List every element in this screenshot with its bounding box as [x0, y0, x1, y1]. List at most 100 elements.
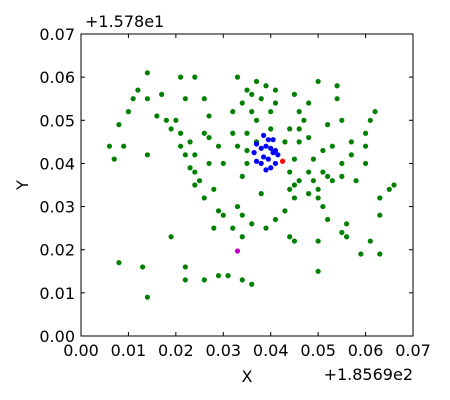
data-point-s0-102 — [215, 208, 222, 214]
data-point-s0-63 — [348, 152, 354, 158]
data-point-s0-79 — [196, 178, 203, 184]
data-point-s0-76 — [320, 169, 326, 175]
data-point-s0-7 — [291, 91, 298, 97]
data-point-s0-95 — [386, 186, 392, 192]
data-point-s0-96 — [391, 182, 397, 188]
y-tick-label-5: 0.05 — [39, 111, 75, 130]
y-tick-label-3: 0.03 — [39, 198, 75, 217]
data-point-s0-75 — [339, 160, 345, 167]
data-point-s0-58 — [320, 147, 326, 154]
data-point-s0-110 — [230, 225, 236, 231]
data-point-s0-97 — [201, 195, 207, 201]
data-point-s1-0 — [261, 132, 267, 138]
data-point-s0-98 — [258, 191, 264, 197]
data-point-s0-6 — [272, 87, 279, 93]
data-point-s0-40 — [367, 117, 373, 123]
y-tick-label-0: 0.00 — [39, 327, 75, 346]
data-point-s0-86 — [339, 173, 345, 179]
data-point-s0-51 — [182, 152, 188, 158]
data-point-s0-90 — [211, 186, 217, 192]
data-point-s0-29 — [178, 130, 184, 136]
data-point-s0-77 — [325, 173, 331, 179]
data-point-s0-22 — [334, 96, 340, 102]
data-point-s0-71 — [244, 147, 250, 154]
data-point-s0-113 — [325, 216, 331, 223]
data-point-s0-36 — [301, 117, 307, 123]
data-point-s1-6 — [263, 143, 269, 149]
data-point-s0-70 — [220, 160, 226, 167]
data-point-s0-87 — [353, 178, 359, 184]
data-point-s0-41 — [201, 130, 207, 136]
data-point-s0-25 — [154, 113, 160, 119]
data-point-s0-26 — [163, 117, 169, 123]
data-point-s1-12 — [265, 156, 271, 162]
x-tick-label-1: 0.01 — [111, 341, 147, 360]
data-point-s0-13 — [159, 91, 165, 97]
data-point-s0-32 — [249, 109, 255, 115]
data-point-s0-37 — [325, 122, 331, 128]
data-point-s0-20 — [272, 100, 279, 106]
y-tick-label-2: 0.02 — [39, 241, 75, 260]
data-point-s0-74 — [310, 156, 316, 162]
data-point-s0-43 — [230, 130, 236, 136]
data-point-s1-15 — [263, 167, 269, 173]
data-point-s0-132 — [225, 273, 231, 279]
data-point-s1-10 — [253, 158, 260, 164]
data-point-s0-33 — [253, 117, 260, 123]
data-point-s0-49 — [178, 143, 184, 149]
data-point-s0-112 — [263, 225, 269, 231]
data-point-s0-94 — [315, 186, 321, 192]
data-point-s1-2 — [270, 137, 276, 143]
data-point-s0-81 — [287, 169, 293, 175]
data-point-s0-88 — [362, 160, 369, 167]
data-point-s0-84 — [310, 178, 316, 184]
data-point-s0-78 — [187, 165, 193, 171]
data-point-s2-0 — [279, 158, 286, 164]
data-point-s0-92 — [291, 182, 298, 188]
x-tick-label-2: 0.02 — [158, 341, 194, 360]
data-point-s0-57 — [306, 134, 312, 141]
data-point-s0-103 — [234, 203, 241, 210]
data-point-s0-65 — [121, 143, 127, 149]
data-point-s0-31 — [230, 109, 236, 115]
data-point-s0-127 — [116, 260, 122, 266]
data-point-s0-52 — [215, 143, 222, 149]
data-point-s1-5 — [258, 145, 264, 151]
data-point-s0-9 — [334, 83, 340, 89]
data-point-s0-42 — [206, 134, 212, 141]
x-offset-label: +1.8569e2 — [324, 365, 413, 384]
data-point-s0-27 — [173, 117, 179, 123]
data-point-s0-18 — [239, 100, 245, 106]
data-point-s0-14 — [182, 96, 188, 102]
data-point-s0-123 — [367, 238, 373, 244]
data-point-s0-4 — [253, 78, 260, 85]
data-point-s0-3 — [234, 74, 241, 80]
data-point-s0-117 — [239, 234, 245, 240]
data-point-s0-106 — [320, 203, 326, 210]
x-tick-label-5: 0.05 — [300, 341, 336, 360]
data-point-s0-135 — [144, 294, 150, 300]
data-point-s0-83 — [306, 169, 312, 175]
data-point-s0-118 — [287, 234, 293, 240]
data-point-s0-60 — [348, 139, 354, 145]
data-point-s0-130 — [201, 277, 207, 283]
data-point-s0-34 — [268, 109, 274, 115]
data-point-s0-23 — [125, 109, 132, 115]
y-tick-label-6: 0.06 — [39, 68, 75, 87]
data-point-s1-14 — [268, 165, 274, 171]
data-point-s1-11 — [258, 160, 264, 167]
data-point-s1-16 — [270, 150, 276, 156]
data-point-s0-122 — [344, 234, 350, 240]
data-point-s0-64 — [106, 143, 113, 149]
data-point-s1-17 — [261, 154, 267, 160]
data-point-s0-11 — [130, 96, 136, 102]
data-point-s0-124 — [358, 251, 364, 257]
data-point-s0-136 — [249, 281, 255, 287]
data-point-s0-85 — [329, 178, 335, 184]
data-point-s0-100 — [315, 195, 321, 201]
data-point-s0-108 — [239, 212, 245, 218]
y-tick-label-7: 0.07 — [39, 25, 75, 44]
data-point-s0-44 — [244, 130, 250, 136]
data-point-s0-125 — [377, 251, 383, 257]
